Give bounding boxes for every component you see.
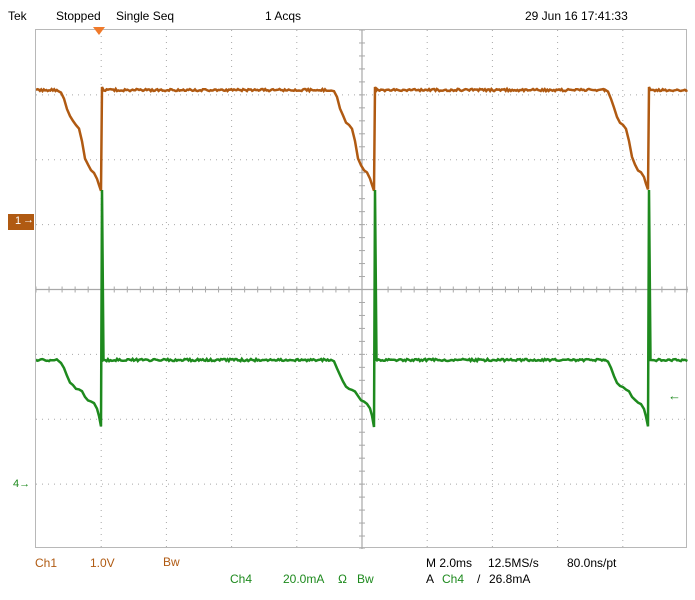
ch4-scale: 20.0mA: [283, 572, 324, 586]
ch1-ground-marker[interactable]: 1 →: [8, 214, 34, 230]
trigger-slope-icon: /: [477, 572, 480, 586]
arrow-right-icon: →: [19, 478, 30, 490]
record-resolution: 80.0ns/pt: [567, 556, 616, 570]
scope-display[interactable]: [35, 29, 687, 548]
brand-label: Tek: [8, 9, 27, 23]
ch1-scale: 1.0V: [90, 556, 115, 570]
ch4-bandwidth: Bw: [357, 572, 374, 586]
left-arrow-icon: ←: [668, 388, 681, 403]
graticule: [36, 30, 688, 549]
trigger-level-marker[interactable]: ←: [668, 388, 681, 403]
sample-rate: 12.5MS/s: [488, 556, 539, 570]
trigger-label: A: [426, 572, 434, 586]
trigger-level: 26.8mA: [489, 572, 530, 586]
acquisition-status: Stopped: [56, 9, 101, 23]
ch4-name: Ch4: [230, 572, 252, 586]
trigger-position-icon: [93, 27, 105, 36]
ch1-name: Ch1: [35, 556, 57, 570]
waveform-area: [36, 30, 688, 549]
arrow-right-icon: →: [23, 214, 34, 226]
ch1-bandwidth: Bw: [163, 555, 180, 569]
timestamp: 29 Jun 16 17:41:33: [525, 9, 628, 23]
trigger-source: Ch4: [442, 572, 464, 586]
ch4-ground-marker[interactable]: 4→: [13, 478, 30, 490]
ch4-coupling: Ω: [338, 572, 347, 586]
acquisition-count: 1 Acqs: [265, 9, 301, 23]
acquisition-mode: Single Seq: [116, 9, 174, 23]
timebase: M 2.0ms: [426, 556, 472, 570]
